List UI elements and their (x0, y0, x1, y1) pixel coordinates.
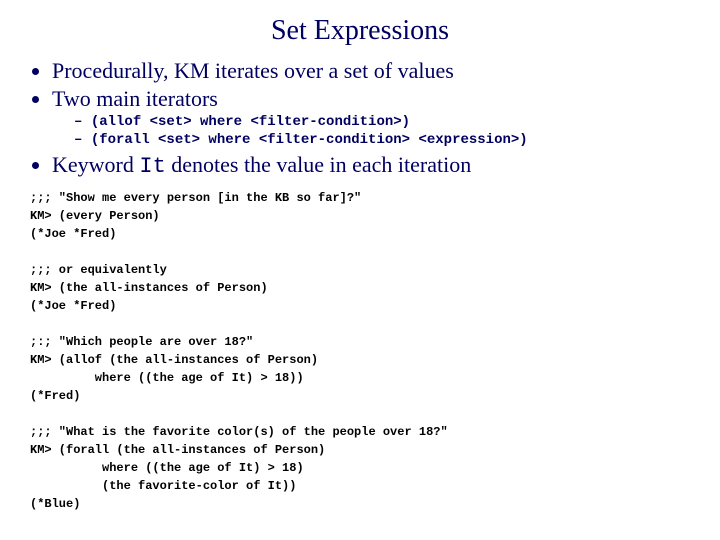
bullet-text: Keyword (52, 152, 139, 177)
bullet-item: Two main iterators (allof <set> where <f… (52, 85, 690, 150)
bullet-item: Procedurally, KM iterates over a set of … (52, 57, 690, 85)
bullet-text: denotes the value in each iteration (166, 152, 471, 177)
inline-code: It (139, 154, 165, 179)
code-block: ;;; "Show me every person [in the KB so … (30, 189, 690, 513)
sub-bullet-item: (allof <set> where <filter-condition>) (74, 114, 690, 132)
bullet-list: Procedurally, KM iterates over a set of … (30, 57, 690, 181)
bullet-item: Keyword It denotes the value in each ite… (52, 151, 690, 181)
sub-bullet-list: (allof <set> where <filter-condition>) (… (52, 114, 690, 149)
bullet-text: Two main iterators (52, 86, 218, 111)
sub-bullet-item: (forall <set> where <filter-condition> <… (74, 132, 690, 150)
page-title: Set Expressions (30, 15, 690, 47)
